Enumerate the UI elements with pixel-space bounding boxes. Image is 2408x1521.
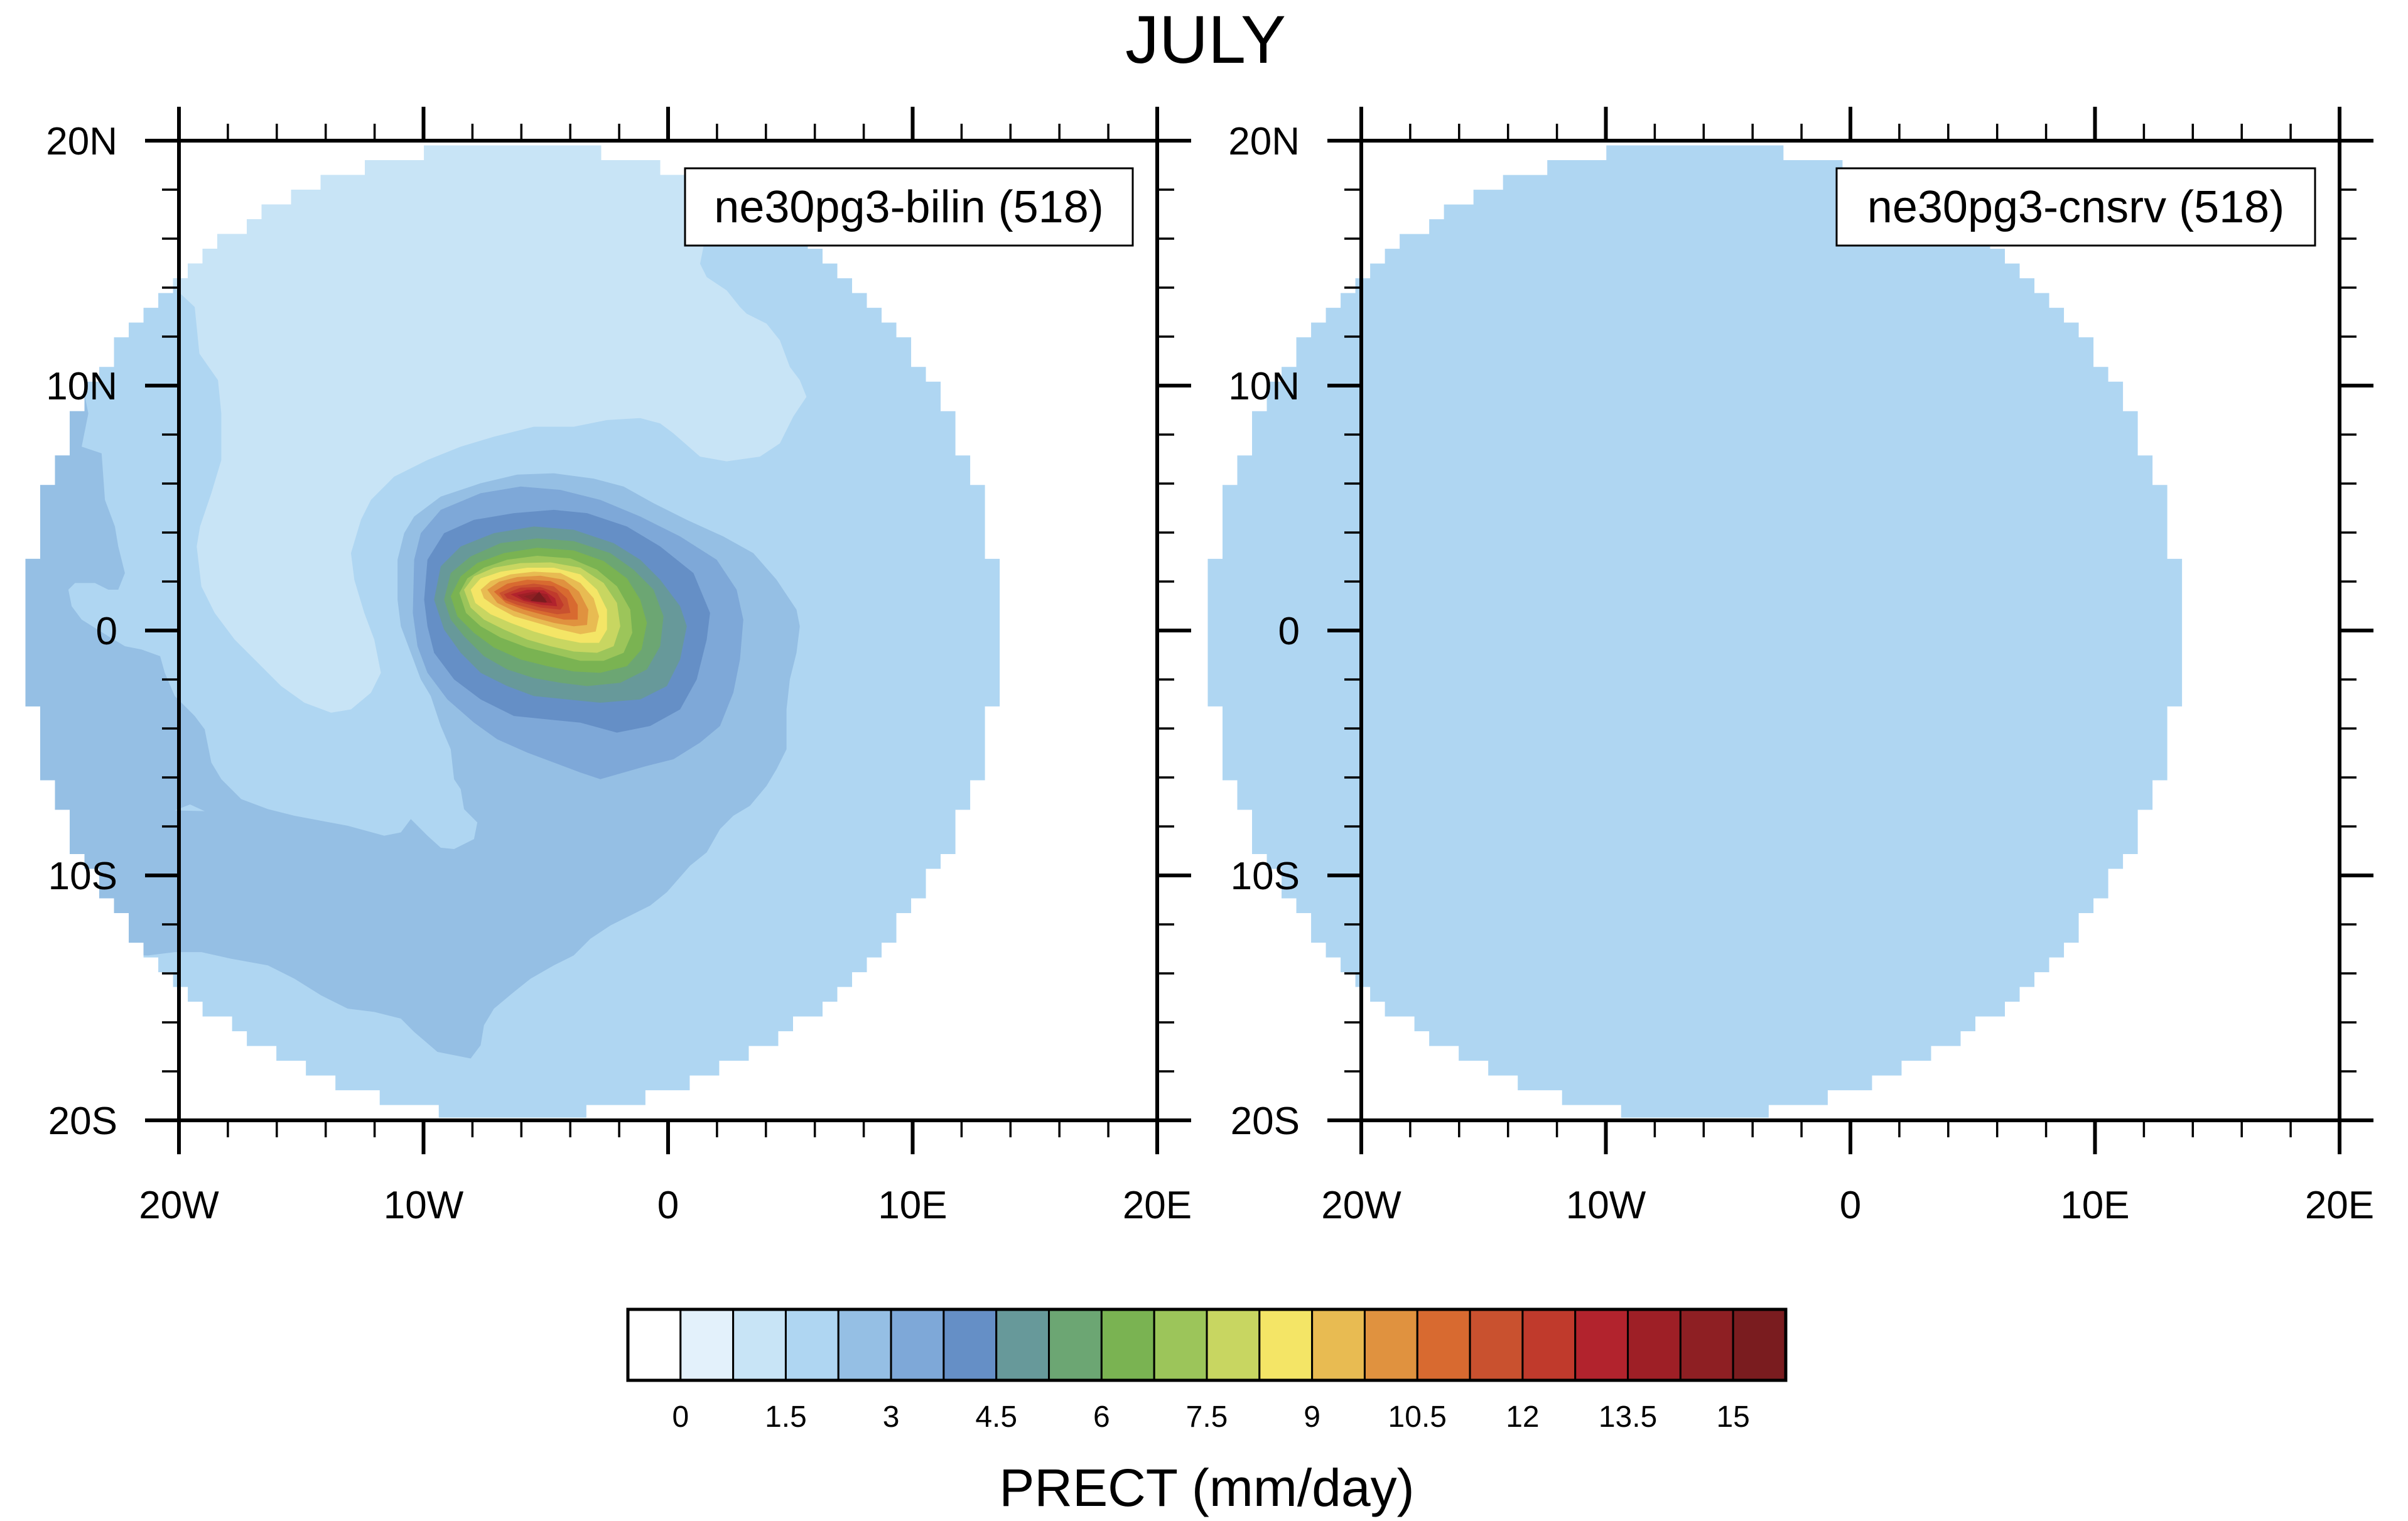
x-tick-label: 0 bbox=[1840, 1184, 1861, 1227]
contour-fills bbox=[25, 145, 807, 1059]
map-panel-2: 20W 10W 0 10E 20E 20N 10N 0 10S 20S ne30pg3-cnsrv … bbox=[1207, 107, 2374, 1227]
y-tick-label: 20N bbox=[46, 120, 117, 163]
y-tick-label: 0 bbox=[1278, 610, 1300, 653]
colorbar-swatch bbox=[1627, 1308, 1682, 1382]
legend-label: ne30pg3-cnsrv (518) bbox=[1867, 182, 2284, 232]
colorbar-swatch bbox=[1258, 1308, 1314, 1382]
chart-title: JULY bbox=[1125, 1, 1286, 77]
colorbar-tick-label: 7.5 bbox=[1186, 1400, 1228, 1434]
x-tick-label: 20E bbox=[1123, 1184, 1192, 1227]
colorbar-tick-label: 6 bbox=[1093, 1400, 1110, 1434]
colorbar-swatch bbox=[1732, 1308, 1787, 1382]
map-field bbox=[25, 145, 1000, 1118]
precip-disc bbox=[1207, 145, 2183, 1118]
legend-box bbox=[1835, 167, 2316, 247]
colorbar-swatch bbox=[1311, 1308, 1366, 1382]
colorbar: 0 1.5 3 4.5 6 7.5 9 10.5 12 13.5 15 bbox=[626, 1307, 1788, 1434]
x-tick-label: 10W bbox=[1566, 1184, 1646, 1227]
x-tick-label: 0 bbox=[657, 1184, 679, 1227]
colorbar-outline bbox=[626, 1307, 1788, 1382]
colorbar-tick-label: 15 bbox=[1716, 1400, 1749, 1434]
colorbar-tick-label: 10.5 bbox=[1388, 1400, 1447, 1434]
contour-level-0.75 bbox=[134, 145, 807, 713]
colorbar-swatch bbox=[995, 1308, 1050, 1382]
colorbar-swatch bbox=[1574, 1308, 1629, 1382]
colorbar-swatch bbox=[1100, 1308, 1155, 1382]
colorbar-tick-label: 9 bbox=[1304, 1400, 1320, 1434]
y-tick-label: 20N bbox=[1228, 120, 1300, 163]
map-field bbox=[1207, 145, 2183, 1118]
x-tick-label: 20W bbox=[139, 1184, 219, 1227]
contour-level-15 bbox=[530, 592, 548, 603]
y-tick-label: 20S bbox=[48, 1100, 117, 1143]
colorbar-swatch bbox=[1048, 1308, 1103, 1382]
colorbar-swatch bbox=[1469, 1308, 1524, 1382]
colorbar-label: PRECT (mm/day) bbox=[999, 1458, 1414, 1517]
contour-level-1.5 bbox=[175, 804, 205, 811]
x-tick-label: 10E bbox=[878, 1184, 947, 1227]
colorbar-swatch bbox=[1206, 1308, 1261, 1382]
y-tick-label: 10N bbox=[1228, 365, 1300, 408]
colorbar-swatch bbox=[784, 1308, 840, 1382]
colorbar-swatch bbox=[942, 1308, 998, 1382]
x-tick-label: 20W bbox=[1321, 1184, 1401, 1227]
map-panel-1: 20W 10W 0 10E 20E 20N 10N 0 10S 20S ne30pg3-bilin … bbox=[25, 107, 1192, 1227]
colorbar-tick-label: 13.5 bbox=[1599, 1400, 1657, 1434]
x-tick-label: 10E bbox=[2060, 1184, 2129, 1227]
colorbar-swatch bbox=[1363, 1308, 1418, 1382]
colorbar-tick-label: 0 bbox=[672, 1400, 689, 1434]
colorbar-tick-label: 1.5 bbox=[765, 1400, 807, 1434]
colorbar-swatch bbox=[890, 1308, 945, 1382]
y-tick-label: 10N bbox=[46, 365, 117, 408]
colorbar-swatch bbox=[679, 1308, 735, 1382]
y-tick-label: 0 bbox=[96, 610, 117, 653]
colorbar-tick-label: 3 bbox=[883, 1400, 900, 1434]
legend-box bbox=[684, 167, 1134, 247]
x-tick-label: 20E bbox=[2305, 1184, 2374, 1227]
legend-label: ne30pg3-bilin (518) bbox=[714, 182, 1103, 232]
y-tick-label: 10S bbox=[48, 855, 117, 898]
colorbar-tick-label: 4.5 bbox=[975, 1400, 1017, 1434]
colorbar-swatch bbox=[732, 1308, 787, 1382]
colorbar-swatch bbox=[1153, 1308, 1208, 1382]
colorbar-swatch bbox=[627, 1308, 682, 1382]
colorbar-swatch bbox=[1521, 1308, 1577, 1382]
y-tick-label: 20S bbox=[1231, 1100, 1300, 1143]
colorbar-tick-label: 12 bbox=[1506, 1400, 1539, 1434]
x-tick-label: 10W bbox=[384, 1184, 464, 1227]
y-tick-label: 10S bbox=[1231, 855, 1300, 898]
colorbar-swatch bbox=[1416, 1308, 1471, 1382]
colorbar-swatch bbox=[837, 1308, 892, 1382]
colorbar-swatch bbox=[1679, 1308, 1734, 1382]
